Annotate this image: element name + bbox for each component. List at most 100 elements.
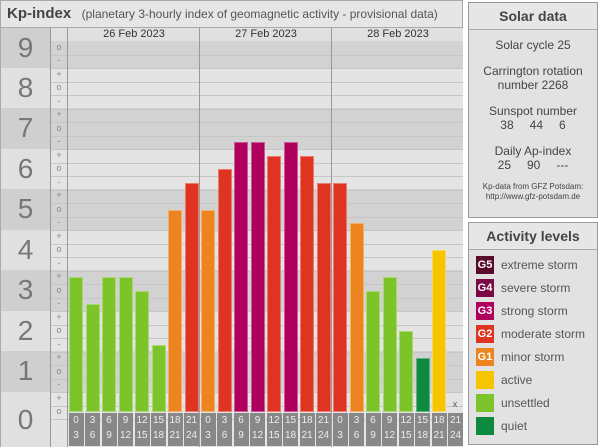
kp-bar [382, 277, 397, 412]
day-separator [331, 28, 332, 447]
kp-bar [217, 169, 232, 412]
kp-marker: - [57, 257, 61, 268]
time-label-text: 9 [370, 430, 376, 441]
kp-marker: o [56, 82, 62, 92]
legend-label: minor storm [501, 349, 565, 364]
kp-marker: o [56, 325, 62, 335]
kp-bar [366, 290, 380, 412]
legend-label: moderate storm [501, 326, 586, 341]
legend-swatch: G2 [476, 324, 494, 343]
kp-marker: o [56, 41, 62, 52]
time-label: 18 21 [299, 413, 315, 446]
solar-data-panel: Solar data Solar cycle 25 Carrington rot… [468, 2, 598, 218]
kp-marker: + [56, 230, 62, 241]
legend-label: unsettled [501, 395, 550, 410]
legend-label: extreme storm [501, 257, 578, 272]
sunspot-label: Sunspot number [488, 104, 578, 118]
y-tick-label: 9 [1, 28, 51, 68]
legend-swatch: G4 [476, 278, 494, 297]
kp-bar [283, 142, 298, 412]
legend-item: G3 strong storm [469, 299, 597, 322]
time-label-text: 12 [400, 415, 412, 426]
time-label-text: 12 [251, 430, 264, 441]
time-label: 15 18 [283, 413, 298, 446]
sunspot-value: 38 [500, 118, 514, 132]
credit-link[interactable]: http://www.gfz-potsdam.de [485, 192, 581, 201]
time-label-text: 15 [136, 430, 148, 441]
kp-marker: - [57, 95, 61, 106]
time-label-text: 0 [73, 415, 79, 426]
gridline [51, 135, 463, 137]
time-label: 9 12 [382, 413, 397, 446]
time-label: 12 15 [398, 413, 414, 446]
ap-value: 25 [497, 158, 511, 172]
solar-data-title: Solar data [469, 3, 597, 30]
time-label-text: 6 [238, 415, 244, 426]
time-label-text: 9 [122, 415, 129, 426]
kp-marker: - [57, 136, 61, 146]
time-label-text: 18 [284, 430, 297, 441]
header-strip [51, 28, 463, 41]
time-label-text: 3 [73, 430, 79, 441]
legend-swatch [476, 370, 494, 389]
legend-swatch [476, 393, 494, 412]
kp-bar [201, 209, 215, 412]
time-label-text: 18 [169, 415, 181, 426]
y-tick-label: 2 [1, 310, 51, 352]
ap-label: Daily Ap-index [494, 144, 572, 158]
kp-bar [399, 331, 413, 412]
kp-marker: + [56, 109, 62, 119]
kp-marker: o [56, 203, 62, 214]
time-label-text: 18 [301, 415, 313, 426]
time-label-text: 0 [205, 415, 211, 426]
kp-bar [234, 142, 248, 412]
marker-col-border [67, 28, 68, 447]
time-label-text: 15 [400, 430, 412, 441]
credit-text: Kp-data from GFZ Potsdam: [482, 182, 584, 191]
carrington-line1: Carrington rotation [483, 64, 583, 78]
legend-item: G4 severe storm [469, 276, 597, 299]
y-tick-label: 7 [1, 108, 51, 149]
time-label: 21 24 [316, 413, 331, 446]
kp-marker: + [56, 311, 62, 322]
time-label-text: 12 [268, 415, 280, 426]
kp-bar [333, 182, 347, 412]
time-label: 21 24 [184, 413, 199, 446]
day-separator [199, 28, 200, 447]
time-label: 15 18 [415, 413, 430, 446]
kp-marker: o [56, 163, 62, 173]
time-label-text: 21 [433, 430, 445, 441]
band-5 [1, 189, 463, 230]
legend-swatch: G1 [476, 347, 494, 366]
chart-header: Kp-index (planetary 3-hourly index of ge… [0, 0, 463, 28]
legend-label: severe storm [501, 280, 571, 295]
time-label-text: 6 [353, 430, 360, 441]
kp-bar [415, 358, 430, 412]
kp-bar [250, 142, 265, 412]
time-label-text: 18 [433, 415, 445, 426]
time-label-text: 12 [136, 415, 148, 426]
legend-item: quiet [469, 414, 597, 437]
time-label-text: 15 [416, 415, 429, 426]
time-label-text: 15 [152, 415, 165, 426]
kp-marker: - [57, 338, 61, 349]
time-label-text: 24 [185, 430, 198, 441]
time-label: 18 21 [167, 413, 183, 446]
day-label: 26 Feb 2023 [103, 28, 165, 40]
y-tick-label: 8 [1, 67, 51, 109]
legend-label: strong storm [501, 303, 568, 318]
legend-item: unsettled [469, 391, 597, 414]
gridline [51, 122, 463, 123]
time-label-text: 6 [106, 415, 112, 426]
time-label-text: 3 [205, 430, 211, 441]
time-label-text: 3 [337, 430, 343, 441]
gridline [51, 108, 463, 110]
kp-marker: - [57, 55, 61, 65]
